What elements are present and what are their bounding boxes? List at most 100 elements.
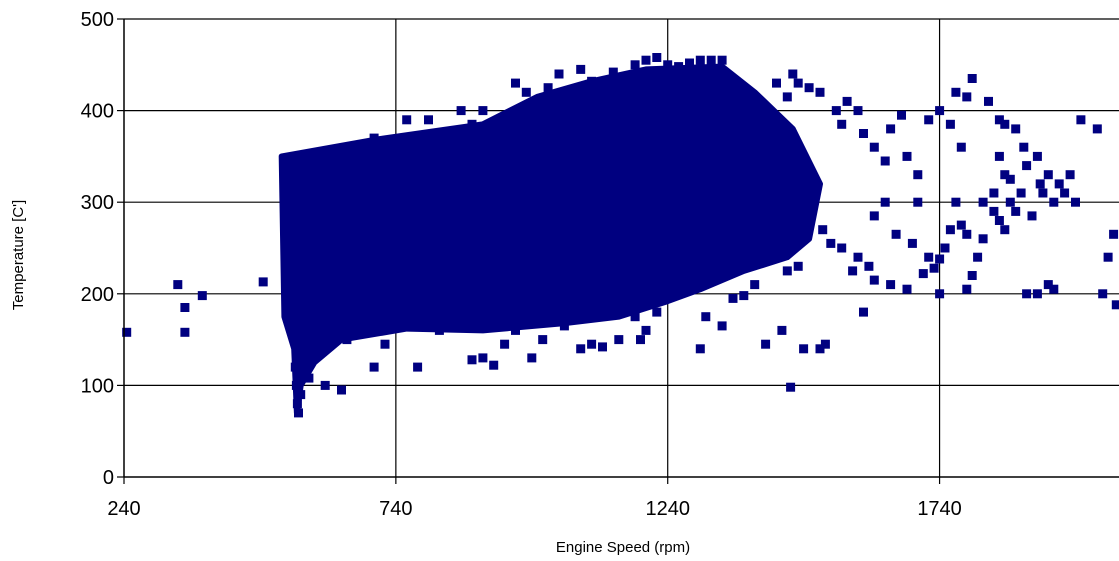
data-point [951, 87, 961, 97]
data-point [978, 234, 988, 244]
data-point [641, 325, 651, 335]
data-point [695, 55, 705, 65]
data-point [500, 339, 510, 349]
data-point [467, 355, 477, 365]
data-point [1103, 252, 1113, 262]
data-point [788, 69, 798, 79]
data-point [1043, 280, 1053, 290]
data-point [994, 151, 1004, 161]
data-point [886, 124, 896, 134]
data-point [1027, 211, 1037, 221]
data-point [750, 280, 760, 290]
data-point [1043, 170, 1053, 180]
data-point [739, 291, 749, 301]
data-point [337, 385, 346, 395]
data-point [880, 197, 890, 207]
data-point [652, 53, 662, 62]
data-point [924, 115, 934, 125]
data-point [315, 348, 325, 358]
data-point [489, 360, 499, 370]
x-tick-label: 1740 [917, 498, 962, 520]
data-point [978, 197, 988, 207]
data-point [962, 229, 972, 239]
data-point [782, 266, 792, 276]
data-point [940, 243, 950, 253]
data-point [456, 106, 466, 116]
data-point [298, 353, 308, 363]
data-point [500, 124, 510, 134]
data-point [929, 263, 939, 273]
data-point [288, 312, 298, 322]
data-point [815, 344, 825, 354]
data-point [1000, 119, 1010, 129]
data-point [837, 119, 847, 129]
data-point [685, 58, 694, 68]
data-point [897, 110, 906, 120]
data-point [962, 284, 972, 294]
data-point [891, 229, 901, 239]
data-point [848, 266, 858, 276]
data-point [511, 78, 520, 88]
data-point [994, 115, 1004, 125]
data-point [641, 55, 651, 65]
plot-area [122, 18, 1119, 477]
data-point [793, 261, 803, 271]
data-point [538, 335, 548, 345]
data-point [527, 353, 537, 363]
data-point [424, 115, 433, 125]
data-point [576, 344, 586, 354]
data-point [614, 335, 624, 345]
data-point [1049, 197, 1059, 207]
data-point [511, 325, 520, 335]
data-point [576, 64, 586, 74]
data-point [279, 161, 289, 171]
data-point [1076, 115, 1086, 125]
data-point [864, 261, 874, 271]
data-point [994, 216, 1004, 225]
x-tick-labels: 240 740 1240 1740 [107, 498, 962, 520]
data-point [292, 399, 302, 409]
data-point [173, 280, 183, 290]
x-tick-label: 740 [379, 498, 412, 520]
data-point [1005, 174, 1015, 184]
data-point [1032, 289, 1042, 299]
data-point [918, 269, 928, 279]
data-point [706, 55, 716, 65]
x-tick-label: 1240 [645, 498, 690, 520]
data-point [989, 188, 999, 198]
data-point [761, 339, 771, 349]
data-point [1011, 206, 1021, 216]
data-point [543, 83, 553, 93]
axes [117, 18, 1119, 484]
data-point [820, 339, 830, 349]
data-point [782, 92, 792, 102]
data-point [294, 408, 303, 418]
data-point [786, 382, 796, 392]
data-point [413, 362, 423, 372]
data-point [869, 275, 879, 285]
data-point [1022, 289, 1032, 299]
data-point [902, 151, 912, 161]
y-tick-label: 0 [103, 467, 114, 489]
data-point [842, 96, 852, 106]
data-point [402, 115, 412, 125]
data-point [291, 380, 301, 390]
data-point [1016, 188, 1026, 198]
data-point [1071, 197, 1080, 207]
data-point [935, 106, 945, 116]
dense-point-cloud [278, 63, 823, 416]
data-point [290, 362, 300, 372]
data-point [793, 78, 803, 88]
data-point [935, 254, 945, 264]
data-point [772, 78, 781, 88]
data-point [342, 335, 352, 345]
data-point [1109, 229, 1119, 239]
data-point [853, 106, 863, 116]
data-point [478, 353, 488, 363]
data-point [587, 339, 597, 349]
data-point [608, 67, 618, 77]
data-point [956, 142, 966, 152]
data-point [967, 74, 977, 83]
data-point [559, 321, 569, 331]
